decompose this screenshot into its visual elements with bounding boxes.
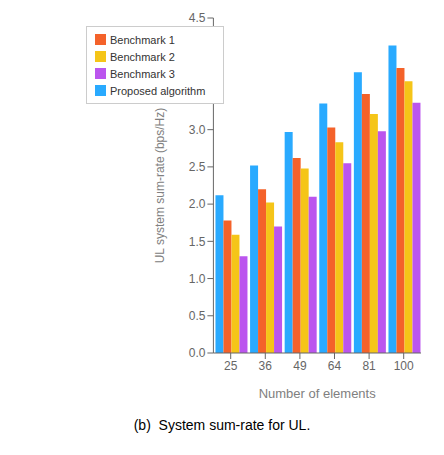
svg-text:4.5: 4.5 <box>189 11 206 25</box>
svg-text:3.5: 3.5 <box>189 86 206 100</box>
svg-text:1.0: 1.0 <box>189 272 206 286</box>
svg-text:1.5: 1.5 <box>189 235 206 249</box>
svg-text:2.5: 2.5 <box>189 160 206 174</box>
svg-text:3.0: 3.0 <box>189 123 206 137</box>
svg-text:2.0: 2.0 <box>189 197 206 211</box>
svg-text:25: 25 <box>224 359 238 373</box>
svg-text:4.0: 4.0 <box>189 48 206 62</box>
svg-text:0.0: 0.0 <box>189 346 206 360</box>
svg-text:0.5: 0.5 <box>189 309 206 323</box>
svg-text:Number of elements: Number of elements <box>259 386 377 401</box>
svg-text:64: 64 <box>328 359 342 373</box>
svg-text:81: 81 <box>362 359 376 373</box>
svg-text:100: 100 <box>394 359 414 373</box>
svg-text:49: 49 <box>293 359 307 373</box>
svg-text:36: 36 <box>259 359 273 373</box>
svg-text:UL system sum-rate (bps/Hz): UL system sum-rate (bps/Hz) <box>153 108 167 264</box>
